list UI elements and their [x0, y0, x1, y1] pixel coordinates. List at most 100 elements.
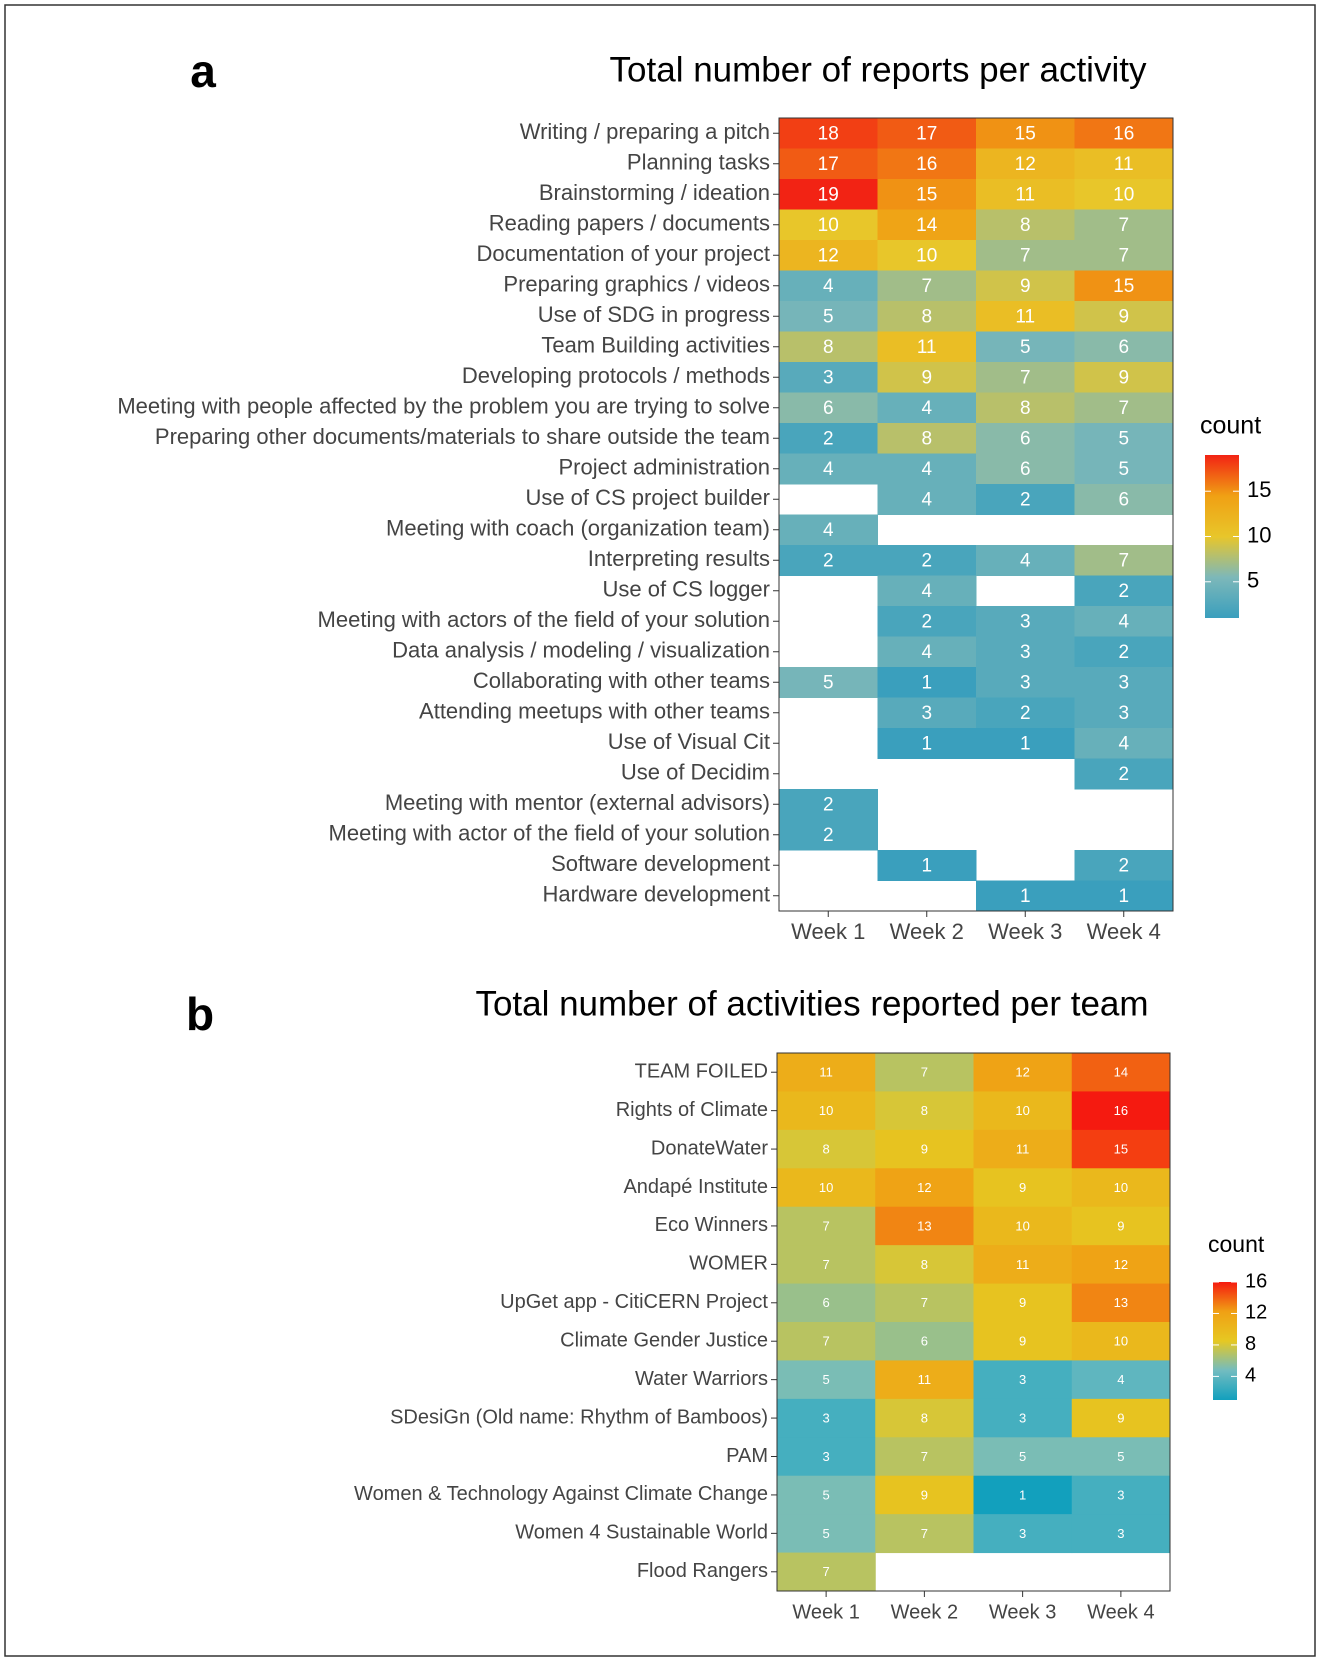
cell-label: 9 — [1118, 367, 1129, 388]
y-tick-label: Women & Technology Against Climate Chang… — [354, 1483, 768, 1505]
heatmap-cell — [877, 301, 977, 332]
cell-label: 3 — [1118, 703, 1129, 724]
cell-label: 3 — [1019, 1372, 1026, 1387]
colorbar — [1213, 1282, 1237, 1400]
cell-label: 7 — [1118, 550, 1129, 571]
cell-label: 11 — [918, 1372, 932, 1387]
heatmap-cell — [973, 1053, 1073, 1092]
heatmap-cell — [777, 1514, 876, 1554]
cell-label: 6 — [1118, 337, 1129, 358]
heatmap-cell — [779, 453, 878, 485]
cell-label: 1 — [921, 855, 932, 876]
y-tick-label: Use of SDG in progress — [538, 302, 770, 327]
chart-title: Total number of activities reported per … — [475, 984, 1148, 1023]
heatmap-cell — [779, 240, 878, 271]
heatmap-cell — [877, 118, 977, 149]
cell-label: 3 — [1019, 1526, 1026, 1541]
heatmap-cell — [1071, 1437, 1171, 1477]
heatmap-cell — [875, 1437, 974, 1477]
cell-label: 6 — [823, 398, 834, 419]
heatmap-cell — [875, 1245, 974, 1285]
heatmap-cell — [777, 1091, 876, 1131]
heatmap-cell — [1074, 667, 1174, 698]
heatmap-cell — [1071, 1283, 1171, 1323]
heatmap-cell — [1071, 1514, 1171, 1554]
cell-label: 3 — [1020, 611, 1031, 632]
cell-label: 11 — [1114, 154, 1134, 175]
heatmap-cell — [976, 880, 1075, 912]
heatmap-cell — [1074, 331, 1174, 363]
cell-label: 9 — [1019, 1334, 1026, 1349]
cell-label: 10 — [1113, 184, 1134, 205]
heatmap-cell — [877, 453, 977, 485]
heatmap-cell — [1071, 1245, 1171, 1285]
cell-label: 9 — [921, 367, 932, 388]
y-tick-label: Meeting with people affected by the prob… — [117, 394, 770, 419]
heatmap-cell — [875, 1514, 974, 1554]
heatmap-cell — [1074, 240, 1174, 271]
cell-label: 2 — [1020, 703, 1031, 724]
x-tick-label: Week 3 — [989, 1601, 1056, 1623]
cell-label: 2 — [1118, 764, 1129, 785]
colorbar-tick-label: 12 — [1245, 1302, 1267, 1324]
heatmap-cell — [973, 1206, 1073, 1246]
heatmap-cell — [1074, 636, 1174, 668]
heatmap-cell — [777, 1437, 876, 1477]
x-tick-label: Week 3 — [988, 919, 1062, 944]
cell-label: 11 — [1015, 184, 1035, 205]
y-tick-label: Preparing graphics / videos — [503, 272, 770, 297]
heatmap-cell — [1074, 209, 1174, 241]
cell-label: 12 — [1015, 154, 1036, 175]
y-tick-label: Eco Winners — [655, 1214, 768, 1236]
cell-label: 6 — [1020, 459, 1031, 480]
cell-label: 7 — [823, 1257, 830, 1272]
y-tick-label: Meeting with coach (organization team) — [386, 516, 770, 541]
y-tick-label: Use of Visual Cit — [608, 729, 770, 754]
cell-label: 3 — [1020, 672, 1031, 693]
cell-label: 10 — [1114, 1334, 1128, 1349]
heatmap-cell — [779, 179, 878, 210]
cell-label: 10 — [916, 245, 937, 266]
cell-label: 5 — [1118, 459, 1129, 480]
cell-label: 8 — [921, 306, 932, 327]
heatmap-cell — [973, 1168, 1073, 1208]
cell-label: 19 — [818, 184, 839, 205]
y-tick-label: Meeting with actor of the field of your … — [329, 821, 770, 846]
heatmap-cell — [973, 1091, 1073, 1131]
cell-label: 8 — [921, 428, 932, 449]
heatmap-cell — [875, 1168, 974, 1208]
cell-label: 5 — [823, 672, 834, 693]
cell-label: 1 — [921, 672, 932, 693]
heatmap-cell — [779, 545, 878, 576]
heatmap-cell — [1074, 880, 1174, 912]
heatmap-cell — [1074, 301, 1174, 332]
heatmap-cell — [777, 1552, 876, 1592]
y-tick-label: Meeting with mentor (external advisors) — [385, 790, 770, 815]
cell-label: 9 — [1019, 1295, 1026, 1310]
y-tick-label: Planning tasks — [627, 150, 770, 175]
cell-label: 12 — [818, 245, 839, 266]
cell-label: 4 — [1020, 550, 1031, 571]
y-tick-label: Use of CS logger — [602, 577, 770, 602]
heatmap-cell — [875, 1206, 974, 1246]
cell-label: 4 — [921, 642, 932, 663]
y-tick-label: Developing protocols / methods — [462, 363, 770, 388]
heatmap-cell — [976, 240, 1075, 271]
cell-label: 11 — [819, 1065, 833, 1080]
cell-label: 6 — [1118, 489, 1129, 510]
cell-label: 7 — [823, 1334, 830, 1349]
y-tick-label: Water Warriors — [635, 1368, 768, 1390]
cell-label: 9 — [1117, 1411, 1124, 1426]
cell-label: 5 — [1118, 428, 1129, 449]
cell-label: 2 — [1118, 581, 1129, 602]
heatmap-cell — [976, 362, 1075, 393]
heatmap-cell — [877, 667, 977, 698]
heatmap-cell — [875, 1475, 974, 1515]
heatmap-cell — [1074, 148, 1174, 180]
heatmap-cell — [1074, 484, 1174, 515]
heatmap-cell — [777, 1168, 876, 1208]
y-tick-label: Attending meetups with other teams — [419, 699, 770, 724]
cell-label: 3 — [823, 367, 834, 388]
heatmap-cell — [875, 1053, 974, 1092]
